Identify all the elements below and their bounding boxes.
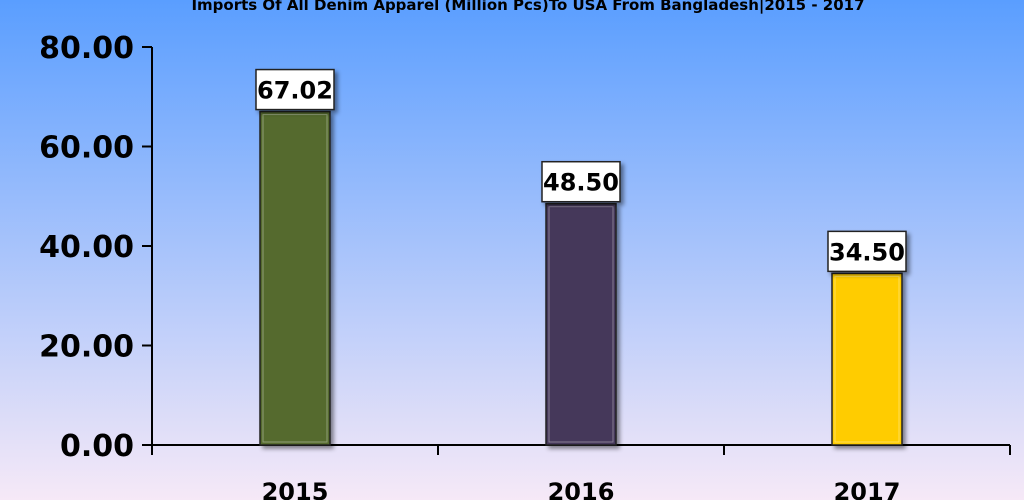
- data-label-box: [541, 160, 621, 203]
- data-label-2015: 67.02: [255, 68, 335, 111]
- bar-highlight: [548, 206, 614, 443]
- y-tick-label: 20.00: [39, 330, 134, 365]
- bar-highlight: [834, 275, 900, 443]
- chart-title: Imports Of All Denim Apparel (Million Pc…: [191, 0, 864, 15]
- y-tick-label: 0.00: [60, 429, 134, 464]
- x-tick-label: 2015: [262, 478, 329, 500]
- y-tick-label: 40.00: [39, 230, 134, 265]
- y-tick-label: 60.00: [39, 131, 134, 166]
- bar-2017: [831, 272, 903, 446]
- data-label-2017: 34.50: [827, 230, 907, 273]
- data-label-text: 48.50: [543, 169, 619, 197]
- y-tick-label: 80.00: [39, 31, 134, 66]
- data-label-box: [255, 68, 335, 111]
- x-tick-label: 2017: [834, 478, 901, 500]
- bar-2016: [545, 202, 617, 446]
- bar-highlight: [262, 114, 328, 443]
- data-label-text: 67.02: [257, 77, 333, 105]
- data-label-2016: 48.50: [541, 160, 621, 203]
- data-label-box: [827, 230, 907, 273]
- x-tick-label: 2016: [548, 478, 615, 500]
- data-label-text: 34.50: [829, 238, 905, 266]
- bar-2015: [259, 110, 331, 446]
